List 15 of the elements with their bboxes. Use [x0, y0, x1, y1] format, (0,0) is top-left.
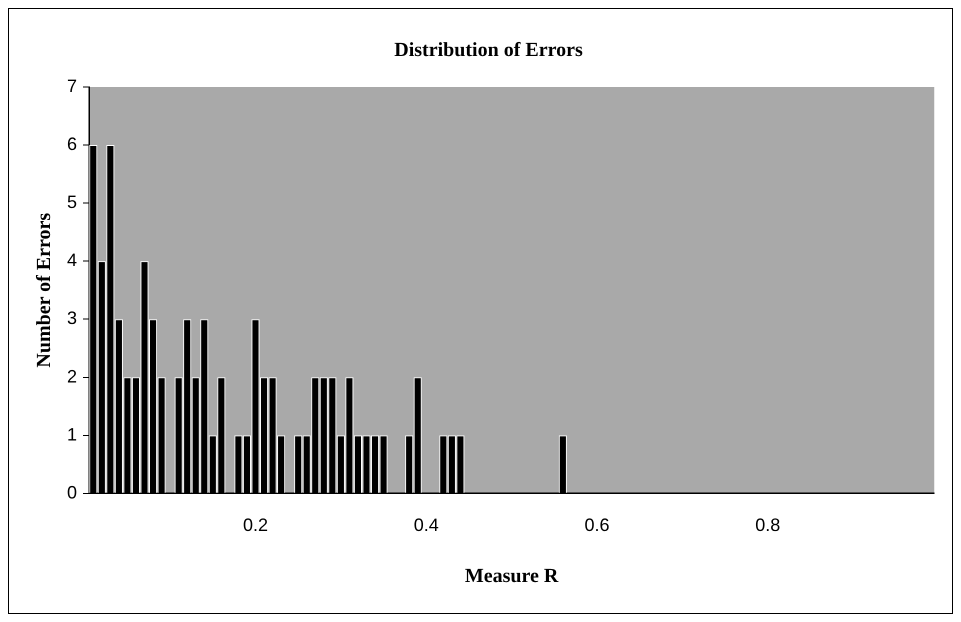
x-tick-label: 0.8 [755, 515, 780, 536]
y-tick-label: 1 [66, 424, 78, 444]
y-tick-label: 3 [66, 308, 78, 328]
y-tick-label: 5 [66, 192, 78, 212]
y-tick-label: 7 [66, 76, 78, 96]
y-axis-title: Number of Errors [33, 212, 56, 368]
chart-title: Distribution of Errors [394, 39, 583, 62]
x-tick-label: 0.2 [242, 515, 268, 536]
x-tick-label: 0.4 [414, 515, 439, 536]
y-tick-label: 6 [66, 134, 78, 154]
y-tick-label: 0 [66, 482, 78, 502]
y-tick-label: 4 [66, 250, 78, 270]
x-tick-label: 0.6 [584, 515, 610, 536]
y-tick-label: 2 [66, 366, 78, 386]
x-axis-title: Measure R [464, 565, 559, 588]
